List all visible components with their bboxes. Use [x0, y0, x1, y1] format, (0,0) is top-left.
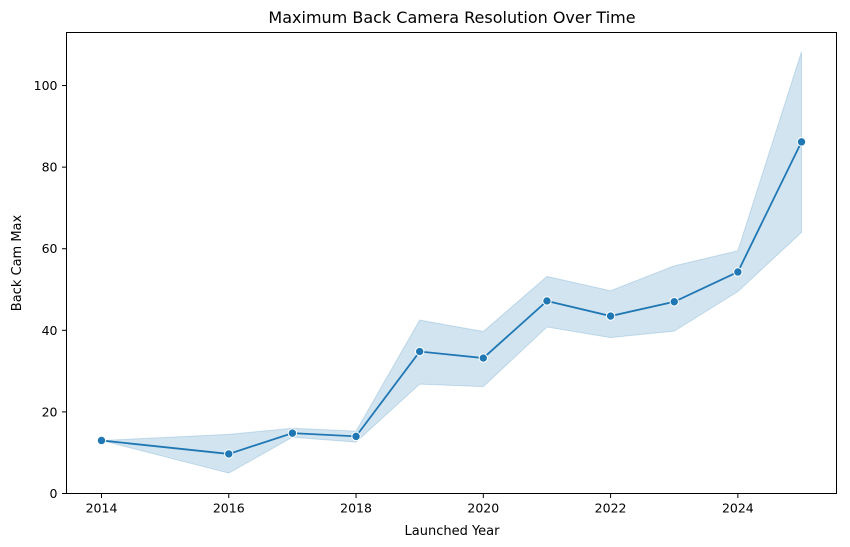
y-axis-label: Back Cam Max [10, 214, 25, 311]
x-axis-ticks: 2014 2016 2018 2020 2022 2024 [86, 493, 754, 516]
x-axis-label: Launched Year [405, 524, 501, 539]
data-point [669, 297, 679, 307]
x-tick-label: 2020 [467, 501, 499, 516]
plot-area [96, 51, 807, 474]
data-point [478, 353, 489, 363]
data-point [414, 346, 425, 357]
x-tick-label: 2024 [722, 501, 754, 516]
data-point [287, 428, 298, 438]
chart-title: Maximum Back Camera Resolution Over Time [268, 8, 635, 27]
y-tick-label: 40 [42, 323, 58, 338]
x-tick-label: 2018 [340, 501, 372, 516]
data-point [542, 296, 552, 306]
x-tick-label: 2022 [595, 501, 627, 516]
plot-frame [66, 32, 837, 494]
data-markers [96, 137, 807, 459]
data-point [224, 449, 234, 459]
data-point [796, 137, 807, 147]
data-point [605, 311, 616, 321]
x-tick-label: 2014 [86, 501, 118, 516]
confidence-band [101, 51, 802, 474]
data-point [96, 435, 107, 446]
y-tick-label: 100 [34, 78, 58, 93]
x-tick-label: 2016 [213, 501, 245, 516]
y-tick-label: 0 [50, 486, 58, 501]
y-tick-label: 20 [42, 404, 58, 419]
data-point [351, 431, 361, 442]
y-tick-label: 80 [42, 160, 58, 175]
y-axis-ticks: 0 20 40 60 80 100 [34, 78, 67, 501]
y-tick-label: 60 [42, 241, 58, 256]
data-point [733, 267, 743, 277]
